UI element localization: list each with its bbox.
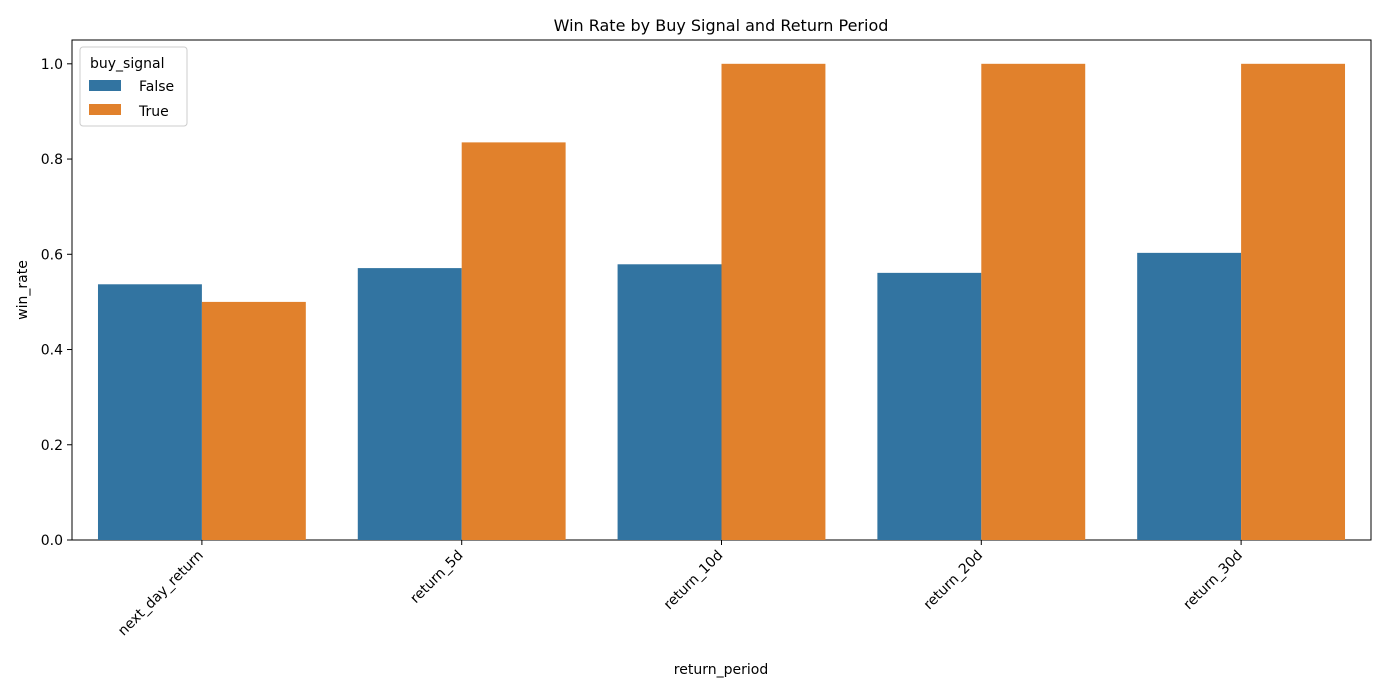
bar-true-next-day-return <box>201 301 306 540</box>
y-tick-label: 0.2 <box>41 438 63 454</box>
y-tick-label: 0.4 <box>41 343 63 359</box>
legend-label-true: True <box>138 104 169 120</box>
bar-false-return-5d <box>357 268 462 540</box>
bar-false-return-20d <box>877 272 982 540</box>
y-axis: 0.0 0.2 0.4 0.6 0.8 1.0 <box>41 57 72 549</box>
bar-true-return-10d <box>721 63 826 541</box>
x-tick-label-return-20d: return_20d <box>921 548 986 613</box>
bar-false-return-10d <box>617 264 722 540</box>
y-tick-label: 0.6 <box>41 247 63 263</box>
legend-label-false: False <box>139 79 174 95</box>
legend-swatch-false <box>89 80 121 91</box>
bar-true-return-20d <box>981 63 1086 541</box>
y-axis-label: win_rate <box>15 260 31 320</box>
x-axis: next_day_return return_5d return_10d return… <box>115 540 1246 639</box>
chart-title: Win Rate by Buy Signal and Return Period <box>554 16 889 35</box>
y-tick-label: 0.8 <box>41 152 63 168</box>
bar-true-return-30d <box>1241 63 1346 541</box>
x-axis-label: return_period <box>674 662 768 678</box>
bar-true-return-5d <box>461 142 566 540</box>
legend: buy_signal False True <box>79 46 188 127</box>
bars-layer <box>97 63 1346 541</box>
x-tick-label-next-day-return: next_day_return <box>115 548 207 640</box>
legend-title: buy_signal <box>90 56 164 72</box>
bar-false-return-30d <box>1137 252 1242 541</box>
x-tick-label-return-5d: return_5d <box>407 548 466 607</box>
y-tick-label: 1.0 <box>41 57 63 73</box>
x-tick-label-return-30d: return_30d <box>1181 548 1246 613</box>
legend-swatch-true <box>89 104 121 115</box>
x-tick-label-return-10d: return_10d <box>661 548 726 613</box>
bar-false-next-day-return <box>97 284 202 540</box>
y-tick-label: 0.0 <box>41 533 63 549</box>
